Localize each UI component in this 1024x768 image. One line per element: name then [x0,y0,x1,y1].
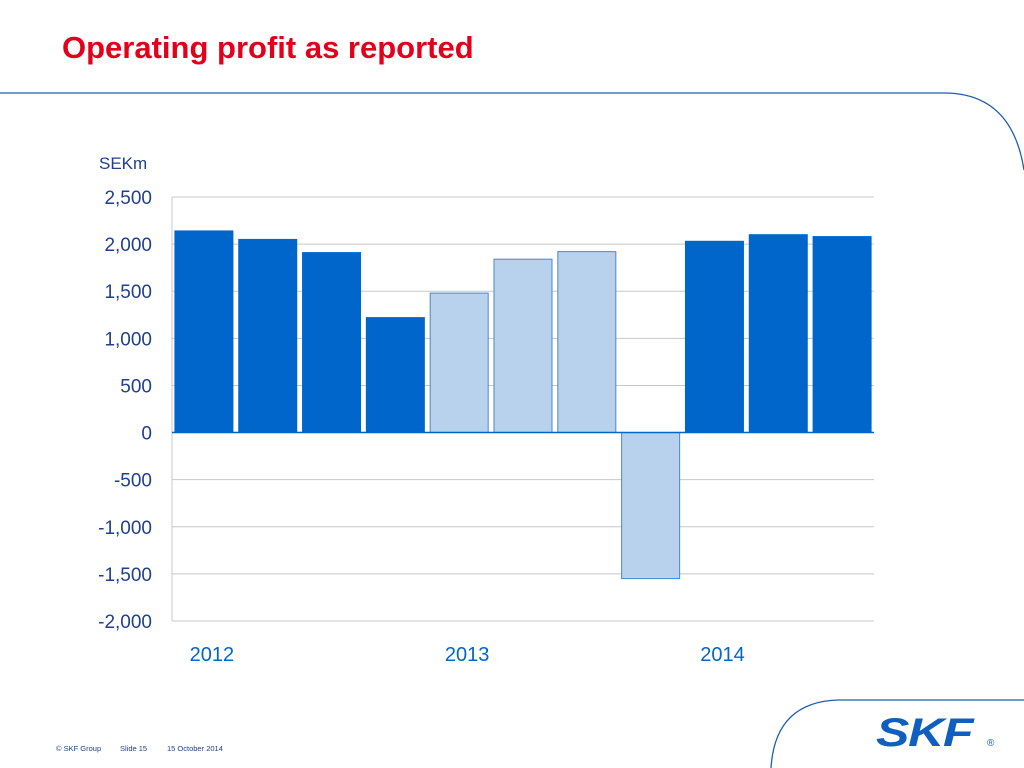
y-tick-label: 500 [120,376,152,397]
y-tick-label: -1,000 [98,518,152,539]
footer-slide-number: Slide 15 [120,744,148,753]
skf-logo: SKF [876,711,974,755]
y-tick-label: 1,000 [104,329,152,350]
slide-title: Operating profit as reported [62,30,474,65]
x-year-label: 2014 [700,644,745,666]
bar [557,251,617,434]
y-tick-label: 2,500 [104,188,152,209]
header-rule [0,92,1024,171]
footer-curve [770,699,1024,768]
x-year-label: 2012 [190,644,235,666]
bar [238,238,298,434]
registered-mark: ® [987,738,995,749]
y-tick-label: -2,000 [98,612,152,633]
bar [748,234,808,434]
bar [174,230,234,434]
y-tick-label: -500 [114,471,152,492]
y-tick-label: 0 [141,424,152,445]
bar [493,258,553,434]
y-tick-label: -1,500 [98,565,152,586]
x-year-label: 2013 [445,644,490,666]
bar [812,236,872,434]
y-axis-unit: SEKm [99,154,148,173]
bar [365,317,425,434]
bar [621,432,681,580]
y-tick-label: 2,000 [104,235,152,256]
bar [429,292,489,434]
bar [302,252,362,434]
footer-date: 15 October 2014 [167,744,223,753]
footer-copyright: © SKF Group [56,744,102,753]
bar [684,240,744,434]
y-tick-label: 1,500 [104,282,152,303]
